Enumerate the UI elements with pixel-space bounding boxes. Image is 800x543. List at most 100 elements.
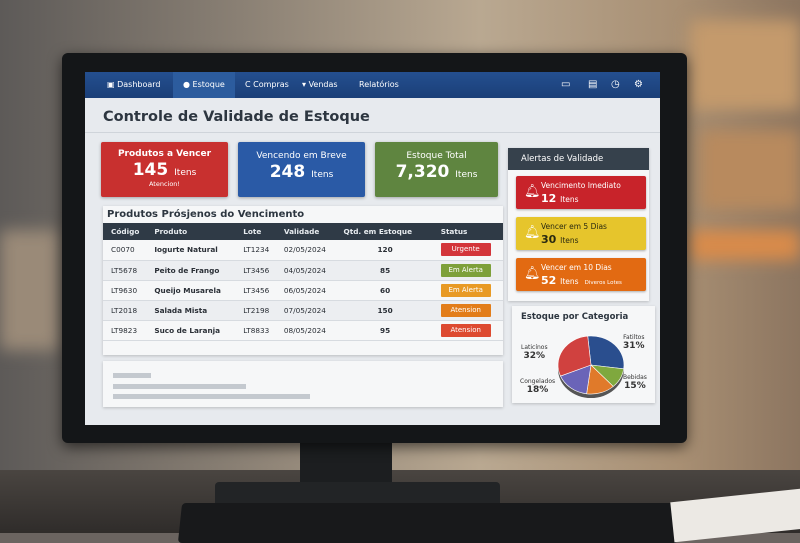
col-lote: Lote bbox=[235, 223, 276, 240]
card-estoque-total[interactable]: Estoque Total 7,320 Itens bbox=[375, 142, 498, 197]
alert-item[interactable]: 🔔︎ Vencer em 5 Dias 30 Itens bbox=[516, 217, 646, 250]
card-label: Vencendo em Breve bbox=[256, 151, 347, 161]
cell-produto: Peito de Frango bbox=[146, 260, 236, 281]
chevron-down-icon: ▾ bbox=[302, 80, 309, 89]
pie-slice-laticínos[interactable] bbox=[557, 335, 592, 377]
alert-item[interactable]: 🔔︎ Vencer em 10 Dias 52 Itens Diveros Lotes bbox=[516, 258, 646, 291]
card-value: 248 bbox=[269, 162, 306, 182]
cell-validade: 07/05/2024 bbox=[275, 300, 336, 321]
table-row[interactable]: C0070 Iogurte Natural LT1234 02/05/2024 120 U… bbox=[103, 240, 503, 261]
chart-title: Estoque por Categoria bbox=[521, 312, 629, 322]
cell-lote: LT1234 bbox=[235, 240, 276, 261]
monitor-stand-neck bbox=[300, 440, 392, 488]
cell-qtd: 95 bbox=[335, 320, 427, 341]
pie-chart bbox=[557, 335, 625, 399]
cell-qtd: 120 bbox=[335, 240, 427, 261]
alert-item[interactable]: 🔔︎ Vencimento Imediato 12 Itens bbox=[516, 176, 646, 209]
nav-relatorios[interactable]: Relatórios bbox=[359, 80, 399, 89]
cell-qtd: 85 bbox=[335, 260, 427, 281]
cell-validade: 04/05/2024 bbox=[275, 260, 336, 281]
cell-lote: LT8833 bbox=[235, 320, 276, 341]
blurred-box bbox=[690, 230, 800, 260]
col-validade: Validade bbox=[275, 223, 336, 240]
cell-validade: 08/05/2024 bbox=[275, 320, 336, 341]
card-vencendo-em-breve[interactable]: Vencendo em Breve 248 Itens bbox=[238, 142, 365, 197]
label-bebidas: Bebidas 15% bbox=[623, 374, 647, 391]
col-qtd: Qtd. em Estoque bbox=[335, 223, 427, 240]
status-badge: Em Alerta bbox=[440, 283, 491, 297]
label-fatiltos: Fatiltos 31% bbox=[623, 334, 645, 351]
table-row[interactable]: LT9630 Queijo Musarela LT3456 06/05/2024 60 E… bbox=[103, 280, 503, 301]
cell-lote: LT3456 bbox=[235, 280, 276, 301]
bell-icon: 🔔︎ bbox=[524, 266, 541, 281]
placeholder-bar bbox=[113, 373, 151, 378]
status-badge: Atension bbox=[440, 303, 491, 317]
col-produto: Produto bbox=[146, 223, 236, 240]
alert-value: 12 Itens bbox=[541, 192, 579, 205]
card-note: Atencion! bbox=[148, 180, 181, 188]
card-produtos-a-vencer[interactable]: Produtos a Vencer 145 Itens Atencion! bbox=[101, 142, 228, 197]
page-title: Controle de Validade de Estoque bbox=[103, 109, 370, 125]
card-unit: Itens bbox=[174, 168, 197, 178]
cell-codigo: LT2018 bbox=[103, 300, 147, 321]
table-title: Produtos Prósjenos do Vencimento bbox=[107, 209, 305, 220]
cell-status: Em Alerta bbox=[426, 260, 503, 281]
alert-value: 30 Itens bbox=[541, 233, 579, 246]
cell-codigo: LT5678 bbox=[103, 260, 147, 281]
blurred-box bbox=[0, 230, 60, 350]
status-badge: Em Alerta bbox=[440, 263, 491, 277]
category-chart-panel: Estoque por Categoria Laticínos 32% Fatil… bbox=[512, 306, 655, 403]
nav-estoque[interactable]: ● Estoque bbox=[173, 72, 235, 98]
card-value: 7,320 bbox=[395, 162, 450, 182]
cell-produto: Iogurte Natural bbox=[146, 240, 236, 261]
col-status: Status bbox=[426, 223, 503, 240]
cell-validade: 02/05/2024 bbox=[275, 240, 336, 261]
blurred-box bbox=[690, 20, 800, 110]
cell-codigo: LT9630 bbox=[103, 280, 147, 301]
card-label: Estoque Total bbox=[406, 151, 467, 161]
placeholder-bar bbox=[113, 394, 310, 399]
cell-qtd: 60 bbox=[335, 280, 427, 301]
cell-status: Atension bbox=[426, 300, 503, 321]
keyboard bbox=[177, 503, 683, 543]
label-laticinios: Laticínos 32% bbox=[521, 344, 548, 361]
nav-vendas[interactable]: ▾ Vendas bbox=[302, 80, 338, 89]
table-row[interactable]: LT2018 Salada Mista LT2198 07/05/2024 150 Ate… bbox=[103, 300, 503, 321]
cell-status: Atension bbox=[426, 320, 503, 341]
placeholder-panel bbox=[103, 361, 503, 407]
cell-status: Em Alerta bbox=[426, 280, 503, 301]
col-codigo: Código bbox=[103, 223, 147, 240]
cell-lote: LT2198 bbox=[235, 300, 276, 321]
alert-label: Vencer em 5 Dias bbox=[541, 222, 607, 231]
table-row[interactable]: LT9823 Suco de Laranja LT8833 08/05/2024 95 A… bbox=[103, 320, 503, 341]
cell-qtd: 150 bbox=[335, 300, 427, 321]
alert-label: Vencer em 10 Dias bbox=[541, 263, 612, 272]
cell-produto: Suco de Laranja bbox=[146, 320, 236, 341]
products-table-panel: Produtos Prósjenos do Vencimento Código … bbox=[103, 206, 503, 355]
cell-status: Urgente bbox=[426, 240, 503, 261]
nav-dashboard[interactable]: ▣ Dashboard bbox=[107, 80, 161, 89]
bell-icon: 🔔︎ bbox=[524, 184, 541, 199]
nav-compras[interactable]: C Compras bbox=[245, 80, 289, 89]
status-badge: Urgente bbox=[440, 243, 491, 257]
alert-label: Vencimento Imediato bbox=[541, 181, 621, 190]
table-row[interactable]: LT5678 Peito de Frango LT3456 04/05/2024 85 E… bbox=[103, 260, 503, 281]
cell-lote: LT3456 bbox=[235, 260, 276, 281]
alert-value: 52 Itens Diveros Lotes bbox=[541, 274, 622, 287]
cell-produto: Queijo Musarela bbox=[146, 280, 236, 301]
bell-icon: 🔔︎ bbox=[524, 225, 541, 240]
top-nav: ▣ Dashboard ● Estoque C Compras ▾ Vendas… bbox=[85, 72, 660, 98]
card-label: Produtos a Vencer bbox=[117, 149, 212, 159]
cell-produto: Salada Mista bbox=[146, 300, 236, 321]
cell-codigo: LT9823 bbox=[103, 320, 147, 341]
pie-slice-fatiltos[interactable] bbox=[587, 335, 625, 370]
blurred-box bbox=[700, 130, 800, 210]
box-icon: ● bbox=[183, 80, 193, 89]
grid-icon[interactable]: ▤ bbox=[588, 79, 598, 90]
placeholder-bar bbox=[113, 384, 246, 389]
dashboard-screen: ▣ Dashboard ● Estoque C Compras ▾ Vendas… bbox=[85, 72, 660, 425]
cell-validade: 06/05/2024 bbox=[275, 280, 336, 301]
clock-icon[interactable]: ◷ bbox=[611, 79, 620, 90]
battery-icon[interactable]: ▭ bbox=[561, 79, 571, 90]
gear-icon[interactable]: ⚙ bbox=[634, 79, 643, 90]
